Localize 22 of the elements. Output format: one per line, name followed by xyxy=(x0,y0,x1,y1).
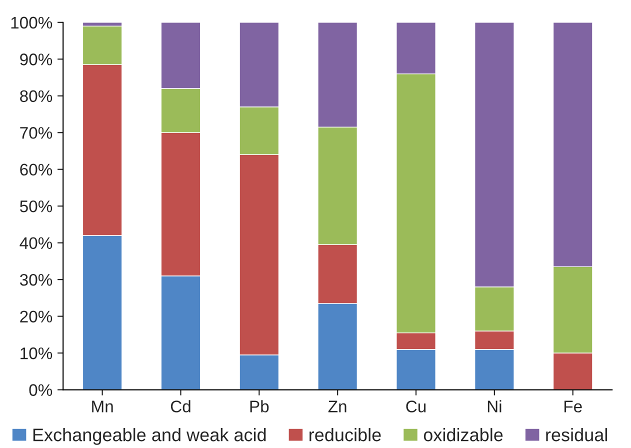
y-tick-label: 50% xyxy=(20,200,52,212)
x-tick-label: Fe xyxy=(564,400,582,412)
x-tick-label: Mn xyxy=(92,400,113,412)
x-tick-label: Zn xyxy=(328,400,346,412)
y-tick-label: 40% xyxy=(20,237,52,250)
y-tick-label: 90% xyxy=(20,54,52,66)
x-tick-label: Cd xyxy=(170,400,190,412)
y-tick-label: 30% xyxy=(20,274,52,286)
x-tick-label: Ni xyxy=(488,400,502,412)
y-tick-label: 10% xyxy=(20,347,52,360)
y-tick-label: 70% xyxy=(20,127,52,139)
y-tick-label: 20% xyxy=(20,310,52,322)
legend-label: residual xyxy=(546,428,607,442)
legend-label: oxidizable xyxy=(424,428,503,442)
x-tick-label: Cu xyxy=(406,400,426,412)
y-tick-label: 0% xyxy=(29,384,52,396)
y-tick-label: 80% xyxy=(20,90,52,102)
legend-label: Exchangeable and weak acid xyxy=(33,428,266,445)
legend-label: reducible xyxy=(310,428,381,442)
y-tick-label: 100% xyxy=(11,16,52,29)
x-tick-label: Pb xyxy=(250,400,269,412)
y-tick-label: 60% xyxy=(20,164,52,176)
